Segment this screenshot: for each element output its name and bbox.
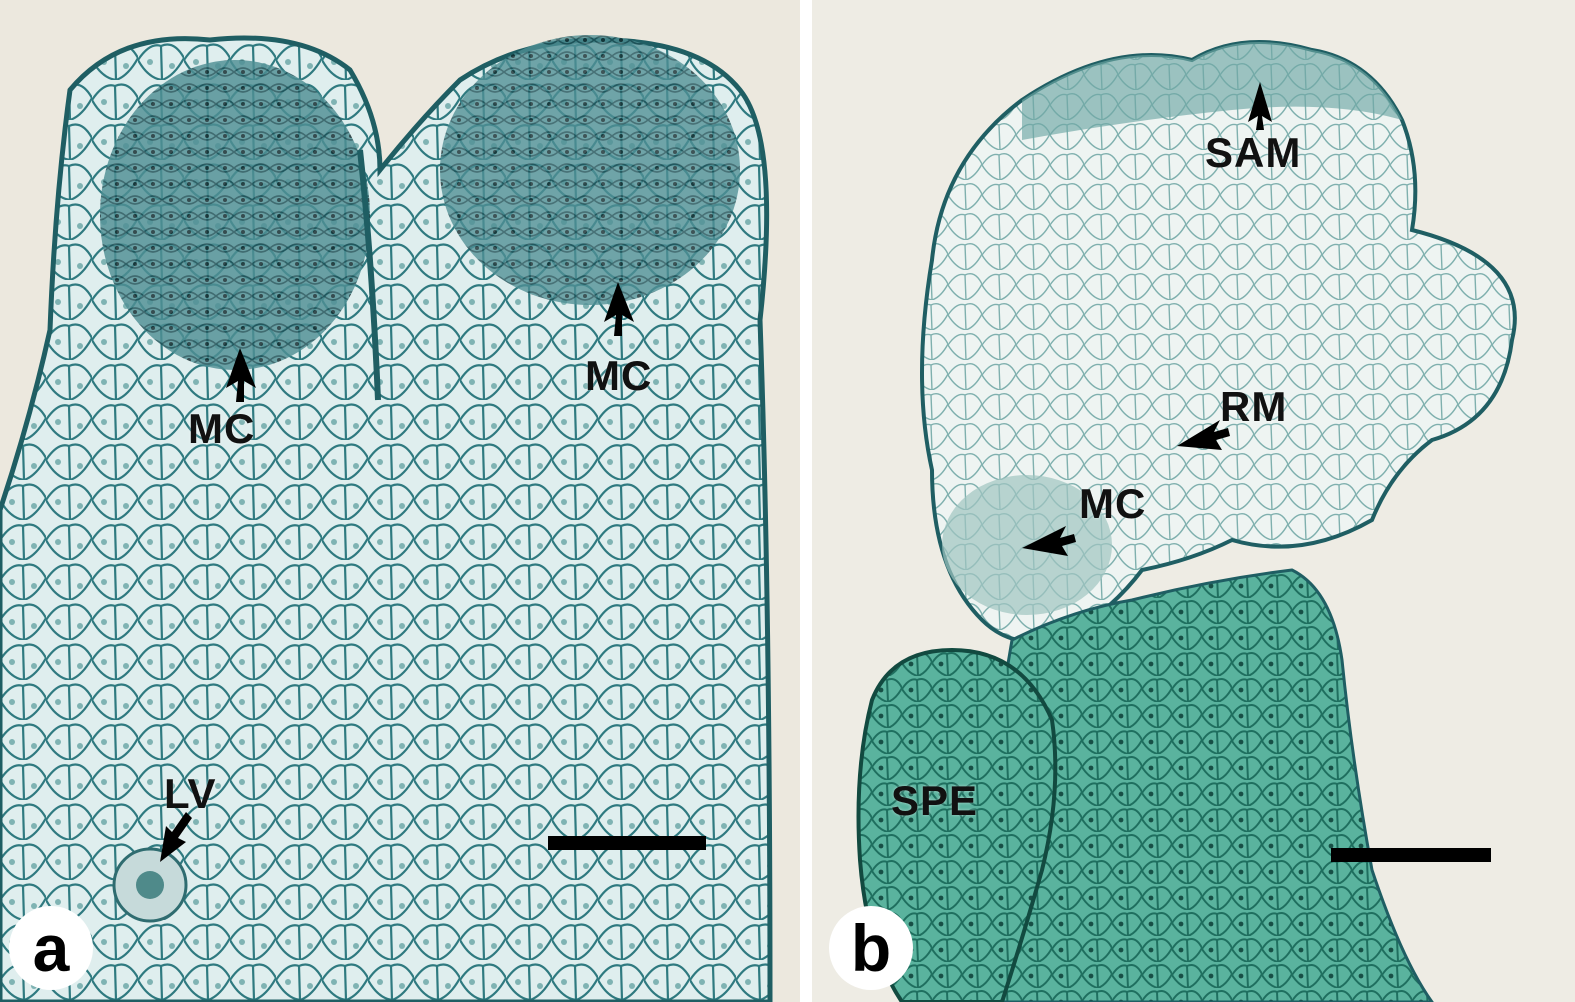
panel-divider xyxy=(800,0,812,1002)
label-mc-right: MC xyxy=(585,352,653,399)
label-rm: RM xyxy=(1220,383,1288,430)
arrow-mc-left xyxy=(226,348,256,402)
scale-bar-a xyxy=(548,836,706,850)
label-spe: SPE xyxy=(891,777,979,824)
panel-a-tissue-image xyxy=(0,35,773,1002)
arrow-lv xyxy=(160,812,192,862)
label-mc: MC xyxy=(1079,480,1147,527)
label-mc-left: MC xyxy=(188,405,256,452)
label-sam: SAM xyxy=(1205,129,1302,176)
panel-letter-b: b xyxy=(829,906,913,990)
panel-letter-a: a xyxy=(9,906,93,990)
arrow-rm xyxy=(1177,420,1230,450)
label-lv: LV xyxy=(164,770,217,817)
scale-bar-b xyxy=(1331,848,1491,862)
arrow-sam xyxy=(1248,82,1272,130)
panel-b-tissue-image xyxy=(856,40,1517,1002)
arrow-mc-right xyxy=(604,282,634,336)
arrow-mc xyxy=(1022,526,1076,556)
panel-b: SAM RM MC SPE b xyxy=(812,0,1575,1002)
panel-a: MC MC LV a xyxy=(0,0,800,1002)
